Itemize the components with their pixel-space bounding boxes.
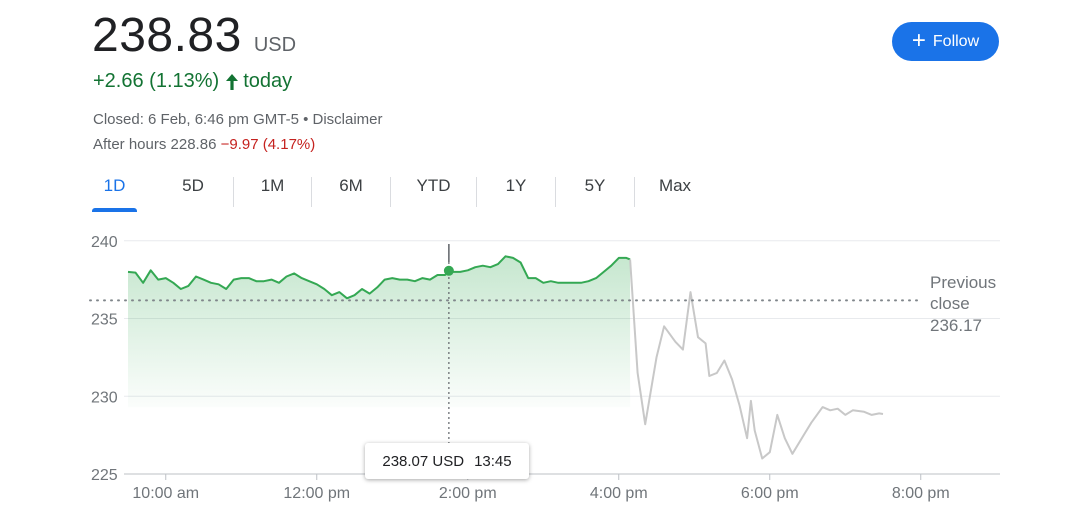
tooltip-time: 13:45	[474, 452, 512, 470]
change-value: +2.66 (1.13%)	[93, 70, 220, 92]
change-suffix: today	[243, 70, 293, 92]
hover-point	[443, 265, 454, 276]
after-hours-change: −9.97 (4.17%)	[220, 136, 316, 153]
daily-change: +2.66 (1.13%) today	[93, 70, 292, 93]
x-tick-label: 8:00 pm	[892, 485, 950, 502]
tab-1m[interactable]: 1M	[260, 176, 285, 195]
previous-close-label: Previous	[930, 273, 996, 292]
y-tick-label: 240	[91, 234, 118, 251]
y-tick-label: 225	[91, 467, 118, 484]
series-area-regular	[128, 256, 631, 408]
current-price: 238.83	[92, 9, 242, 62]
tab-max[interactable]: Max	[658, 176, 692, 195]
y-tick-label: 235	[91, 312, 118, 329]
x-tick-label: 12:00 pm	[283, 485, 350, 502]
previous-close-value: 236.17	[930, 316, 982, 335]
range-tabs: 1D 5D 1M 6M YTD 1Y 5Y Max	[92, 176, 715, 212]
tab-divider	[634, 177, 635, 207]
tooltip-value: 238.07 USD	[382, 452, 465, 470]
after-hours-status: After hours 228.86 −9.97 (4.17%)	[93, 136, 315, 153]
tab-1y[interactable]: 1Y	[505, 176, 527, 195]
price-header: 238.83 USD	[92, 8, 296, 63]
x-tick-label: 10:00 am	[132, 485, 199, 502]
x-tick-label: 4:00 pm	[590, 485, 648, 502]
tab-divider	[476, 177, 477, 207]
currency-label: USD	[253, 34, 297, 56]
arrow-up-icon	[225, 73, 239, 91]
previous-close-label: close	[930, 294, 970, 313]
tab-5y[interactable]: 5Y	[584, 176, 606, 195]
tab-1d[interactable]: 1D	[92, 176, 137, 212]
tab-5d[interactable]: 5D	[182, 176, 204, 195]
tab-divider	[233, 177, 234, 207]
tab-divider	[555, 177, 556, 207]
follow-label: Follow	[932, 32, 980, 50]
follow-button[interactable]: + Follow	[892, 22, 999, 61]
hover-tooltip: 238.07 USD 13:45	[365, 443, 529, 479]
x-tick-label: 2:00 pm	[439, 485, 497, 502]
series-line-regular	[127, 255, 631, 300]
after-hours-label: After hours 228.86	[93, 136, 217, 153]
tab-6m[interactable]: 6M	[339, 176, 363, 195]
tab-divider	[390, 177, 391, 207]
series-line-after-hours	[629, 259, 884, 460]
closed-status: Closed: 6 Feb, 6:46 pm GMT-5 • Disclaime…	[93, 111, 383, 128]
tab-ytd[interactable]: YTD	[416, 176, 451, 195]
y-tick-label: 230	[91, 389, 118, 406]
x-tick-label: 6:00 pm	[741, 485, 799, 502]
tab-divider	[311, 177, 312, 207]
plus-icon: +	[911, 26, 926, 54]
